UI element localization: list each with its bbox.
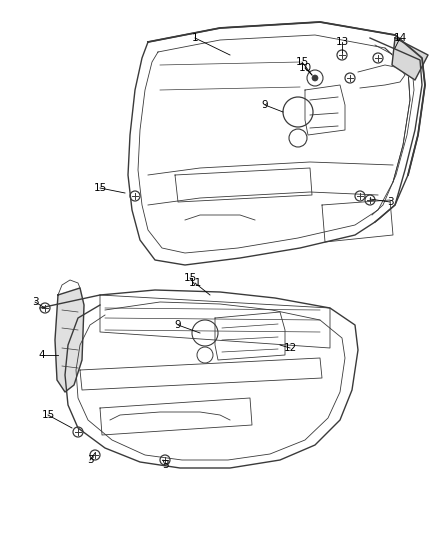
- Text: 15: 15: [93, 183, 106, 193]
- Text: 11: 11: [188, 278, 201, 288]
- Text: 12: 12: [283, 343, 297, 353]
- Circle shape: [312, 75, 318, 81]
- Polygon shape: [392, 38, 428, 80]
- Text: 3: 3: [87, 455, 93, 465]
- Text: 3: 3: [162, 460, 168, 470]
- Text: 3: 3: [387, 197, 393, 207]
- Text: 15: 15: [184, 273, 197, 283]
- Text: 13: 13: [336, 37, 349, 47]
- Text: 14: 14: [393, 33, 406, 43]
- Text: 10: 10: [298, 63, 311, 73]
- Polygon shape: [55, 288, 84, 392]
- Text: 3: 3: [32, 297, 38, 307]
- Text: 9: 9: [175, 320, 181, 330]
- Text: 15: 15: [41, 410, 55, 420]
- Text: 4: 4: [39, 350, 45, 360]
- Text: 9: 9: [261, 100, 268, 110]
- Text: 1: 1: [192, 33, 198, 43]
- Text: 15: 15: [295, 57, 309, 67]
